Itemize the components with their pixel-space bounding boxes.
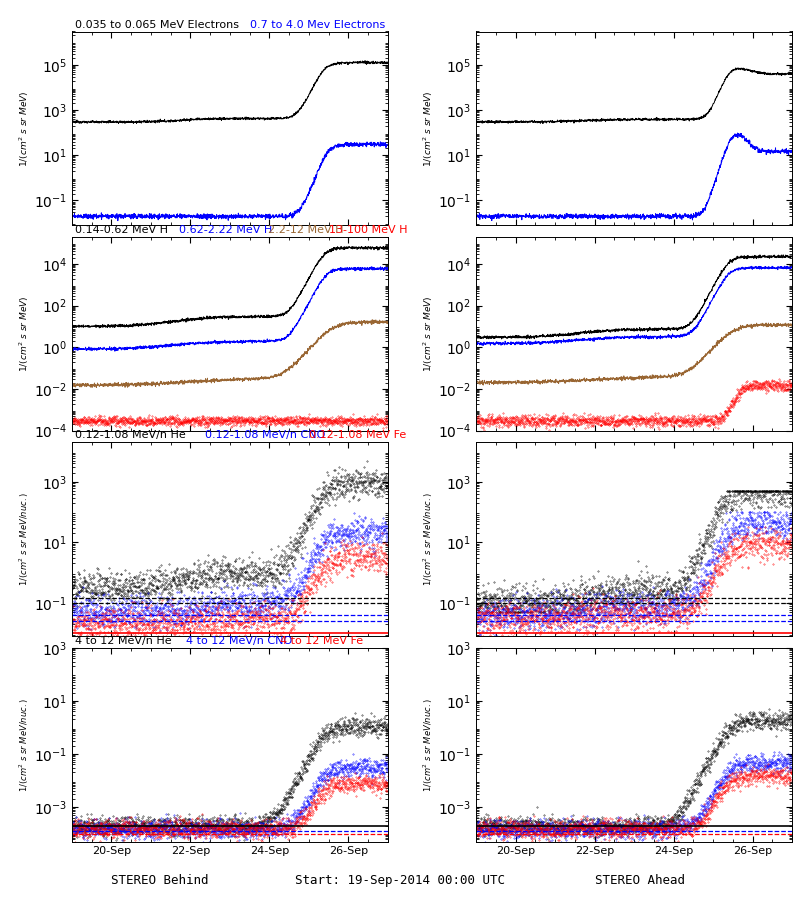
Text: 0.035 to 0.065 MeV Electrons: 0.035 to 0.065 MeV Electrons <box>75 20 239 30</box>
Text: 0.14-0.62 MeV H: 0.14-0.62 MeV H <box>75 225 168 235</box>
Text: 13-100 MeV H: 13-100 MeV H <box>330 225 408 235</box>
Y-axis label: $1/(cm^2\ s\ sr\ MeV)$: $1/(cm^2\ s\ sr\ MeV)$ <box>422 295 435 372</box>
Text: 0.12-1.08 MeV/n CNO: 0.12-1.08 MeV/n CNO <box>205 430 325 440</box>
Text: STEREO Behind: STEREO Behind <box>111 874 209 886</box>
Y-axis label: $1/(cm^2\ s\ sr\ MeV)$: $1/(cm^2\ s\ sr\ MeV)$ <box>18 295 31 372</box>
Y-axis label: $1/(cm^2\ s\ sr\ MeV)$: $1/(cm^2\ s\ sr\ MeV)$ <box>18 90 31 166</box>
Text: 4 to 12 MeV/n He: 4 to 12 MeV/n He <box>75 635 172 646</box>
Text: 0.7 to 4.0 Mev Electrons: 0.7 to 4.0 Mev Electrons <box>236 20 386 30</box>
Y-axis label: $1/(cm^2\ s\ sr\ MeV)$: $1/(cm^2\ s\ sr\ MeV)$ <box>422 90 435 166</box>
Text: 0.12-1.08 MeV/n He: 0.12-1.08 MeV/n He <box>75 430 186 440</box>
Text: 0.12-1.08 MeV Fe: 0.12-1.08 MeV Fe <box>309 430 406 440</box>
Text: 2.2-12 MeV H: 2.2-12 MeV H <box>268 225 343 235</box>
Y-axis label: $1/(cm^2\ s\ sr\ MeV/nuc.)$: $1/(cm^2\ s\ sr\ MeV/nuc.)$ <box>18 698 31 792</box>
Text: Start: 19-Sep-2014 00:00 UTC: Start: 19-Sep-2014 00:00 UTC <box>295 874 505 886</box>
Text: 4 to 12 MeV Fe: 4 to 12 MeV Fe <box>281 635 363 646</box>
Text: 0.62-2.22 MeV H: 0.62-2.22 MeV H <box>179 225 273 235</box>
Y-axis label: $1/(cm^2\ s\ sr\ MeV/nuc.)$: $1/(cm^2\ s\ sr\ MeV/nuc.)$ <box>18 492 31 586</box>
Y-axis label: $1/(cm^2\ s\ sr\ MeV/nuc.)$: $1/(cm^2\ s\ sr\ MeV/nuc.)$ <box>422 492 435 586</box>
Text: STEREO Ahead: STEREO Ahead <box>595 874 685 886</box>
Text: 4 to 12 MeV/n CNO: 4 to 12 MeV/n CNO <box>186 635 292 646</box>
Y-axis label: $1/(cm^2\ s\ sr\ MeV/nuc.)$: $1/(cm^2\ s\ sr\ MeV/nuc.)$ <box>422 698 435 792</box>
